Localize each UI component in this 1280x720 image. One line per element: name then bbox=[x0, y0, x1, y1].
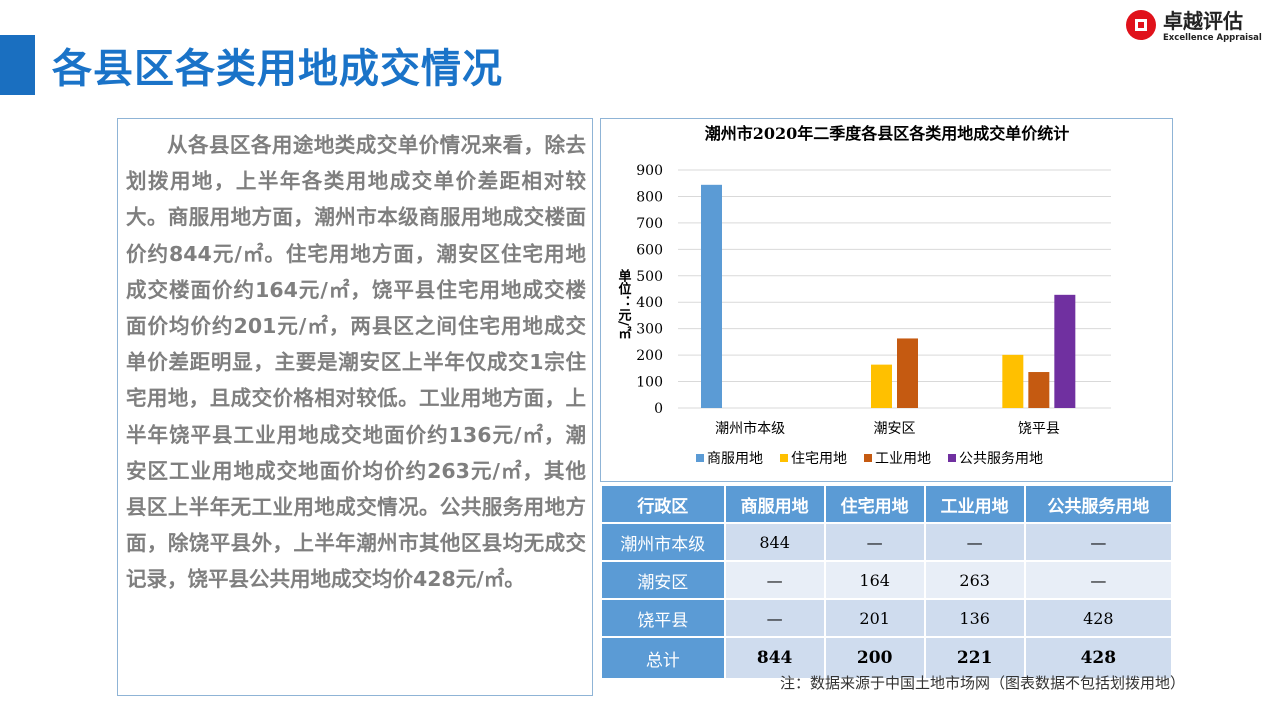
bar-住宅用地 bbox=[1002, 354, 1024, 408]
header-cell: 住宅用地 bbox=[823, 484, 926, 524]
bar-工业用地 bbox=[897, 338, 918, 408]
bar-公共服务用地 bbox=[1054, 294, 1076, 408]
y-tick-label: 900 bbox=[636, 163, 663, 179]
table-header: 行政区 商服用地 住宅用地 工业用地 公共服务用地 bbox=[600, 484, 1174, 524]
table-row: 总计 844 200 221 428 bbox=[600, 636, 1174, 680]
table-cell: 844 bbox=[723, 636, 826, 680]
legend-label: 公共服务用地 bbox=[959, 451, 1043, 467]
header-cell: 行政区 bbox=[600, 484, 726, 524]
bar-住宅用地 bbox=[871, 364, 892, 408]
table-cell: 饶平县 bbox=[600, 598, 726, 638]
table-cell: 428 bbox=[1023, 598, 1174, 638]
y-tick-label: 300 bbox=[636, 322, 663, 338]
table-cell: 200 bbox=[823, 636, 926, 680]
table-cell: 164 bbox=[823, 560, 926, 600]
x-tick-label: 饶平县 bbox=[1018, 421, 1060, 437]
table-row: 潮安区 —164 263— bbox=[600, 560, 1174, 600]
legend-label: 商服用地 bbox=[707, 451, 763, 467]
table-cell: — bbox=[723, 560, 826, 600]
y-tick-label: 100 bbox=[636, 375, 663, 391]
chart-title: 潮州市2020年二季度各县区各类用地成交单价统计 bbox=[705, 124, 1070, 143]
svg-text:卓越评估: 卓越评估 bbox=[1163, 9, 1243, 33]
table-cell: 总计 bbox=[600, 636, 726, 680]
legend-swatch bbox=[948, 454, 956, 462]
legend-swatch bbox=[696, 454, 704, 462]
header-cell: 公共服务用地 bbox=[1023, 484, 1174, 524]
legend-label: 住宅用地 bbox=[791, 451, 847, 467]
y-tick-label: 600 bbox=[636, 242, 663, 258]
y-tick-label: 700 bbox=[636, 216, 663, 232]
y-tick-label: 0 bbox=[654, 401, 663, 417]
table-cell: 428 bbox=[1023, 636, 1174, 680]
title-accent-bar bbox=[0, 35, 35, 95]
table-cell: — bbox=[1023, 522, 1174, 562]
bar-商服用地 bbox=[701, 184, 722, 408]
y-tick-label: 800 bbox=[636, 189, 663, 205]
table-cell: 844 bbox=[723, 522, 826, 562]
logo: 卓越评估 Excellence Appraisal bbox=[1125, 6, 1275, 43]
legend-swatch bbox=[780, 454, 788, 462]
logo-icon: 卓越评估 Excellence Appraisal bbox=[1126, 9, 1262, 43]
x-tick-label: 潮安区 bbox=[874, 421, 916, 437]
table-cell: 潮州市本级 bbox=[600, 522, 726, 562]
analysis-text: 从各县区各用途地类成交单价情况来看，除去划拨用地，上半年各类用地成交单价差距相对… bbox=[117, 118, 593, 696]
page-title: 各县区各类用地成交情况 bbox=[52, 46, 503, 92]
table-cell: 136 bbox=[923, 598, 1026, 638]
legend-swatch bbox=[864, 454, 872, 462]
source-note: 注：数据来源于中国土地市场网（图表数据不包括划拨用地） bbox=[779, 674, 1185, 692]
table-cell: — bbox=[923, 522, 1026, 562]
table-cell: 221 bbox=[923, 636, 1026, 680]
svg-text:Excellence Appraisal: Excellence Appraisal bbox=[1163, 33, 1262, 42]
x-tick-label: 潮州市本级 bbox=[715, 420, 785, 437]
table-cell: — bbox=[823, 522, 926, 562]
table-cell: 263 bbox=[923, 560, 1026, 600]
bar-chart: 潮州市2020年二季度各县区各类用地成交单价统计 0 100 200 300 400 500… bbox=[600, 118, 1173, 482]
y-tick-label: 200 bbox=[636, 348, 663, 364]
price-table: 行政区 商服用地 住宅用地 工业用地 公共服务用地 潮州市本级 844— — — 潮安区 —164 2… bbox=[600, 484, 1174, 680]
y-tick-label: 400 bbox=[636, 295, 663, 311]
bar-工业用地 bbox=[1028, 372, 1050, 408]
header-cell: 商服用地 bbox=[723, 484, 826, 524]
legend-label: 工业用地 bbox=[875, 451, 931, 467]
table-row: 饶平县 —201 136 428 bbox=[600, 598, 1174, 638]
table-cell: — bbox=[723, 598, 826, 638]
y-axis-label: 单位：元/㎡ bbox=[616, 268, 632, 339]
table-row: 潮州市本级 844— — — bbox=[600, 522, 1174, 562]
table-cell: 潮安区 bbox=[600, 560, 726, 600]
table-cell: 201 bbox=[823, 598, 926, 638]
header-cell: 工业用地 bbox=[923, 484, 1026, 524]
table-cell: — bbox=[1023, 560, 1174, 600]
y-tick-label: 500 bbox=[636, 269, 663, 285]
